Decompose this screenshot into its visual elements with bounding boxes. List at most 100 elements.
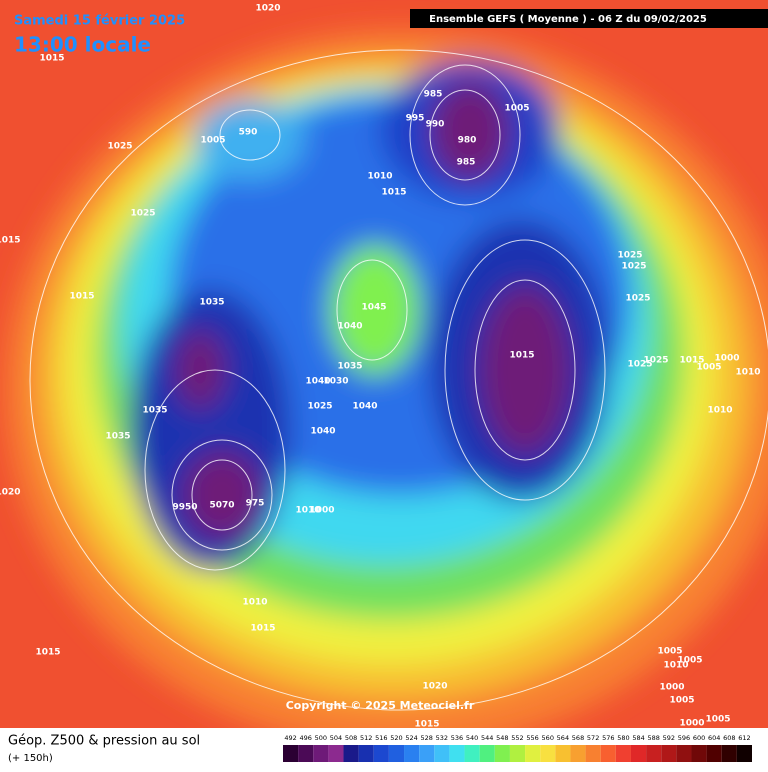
isobar-label: 1020	[422, 682, 447, 692]
colorbar-label: 512	[360, 734, 372, 742]
copyright: Copyright © 2025 Meteociel.fr	[286, 699, 475, 712]
colorbar-cell	[464, 745, 480, 762]
colorbar-cell	[555, 745, 571, 762]
colorbar-cell	[434, 745, 450, 762]
isobar-label: 1040	[337, 322, 362, 332]
field	[5, 30, 768, 750]
colorbar-label: 496	[299, 734, 311, 742]
isobar-label: 1005	[696, 363, 721, 373]
isobar-label: 1020	[255, 4, 280, 14]
isobar-label: 1025	[627, 360, 652, 370]
footer-title: Géop. Z500 & pression au sol	[8, 734, 200, 749]
colorbar-cell	[283, 745, 299, 762]
colorbar-label: 608	[723, 734, 735, 742]
isobar-label: 1005	[504, 104, 529, 114]
date: Samedi 15 février 2025	[14, 14, 185, 29]
isobar-label: 1005	[677, 656, 702, 666]
colorbar-label: 552	[511, 734, 523, 742]
colorbar-label: 520	[390, 734, 402, 742]
isobar-label: 1020	[0, 488, 21, 498]
isobar-label: 985	[457, 158, 476, 168]
colorbar-label: 492	[284, 734, 296, 742]
isobar-label: 1025	[621, 262, 646, 272]
time: 13:00 locale	[14, 33, 151, 57]
colorbar-label: 576	[602, 734, 614, 742]
isobar-label: 1040	[305, 377, 330, 387]
colorbar-cell	[721, 745, 737, 762]
colorbar-cell	[509, 745, 526, 762]
colorbar-cell	[570, 745, 586, 762]
isobar-label: 590	[239, 128, 258, 138]
isobar-label: 975	[246, 499, 265, 509]
isobar-label: 1015	[509, 351, 534, 361]
isobar-label: 1015	[35, 648, 60, 658]
colorbar-cell	[494, 745, 510, 762]
isobar-label: 995	[406, 114, 425, 124]
isobars	[29, 49, 768, 711]
isobar-label: 1035	[105, 432, 130, 442]
isobar-label: 1040	[310, 427, 335, 437]
colorbar: 492 496 500 504 508 512 516 520 524 528 532 536 540 5…	[283, 734, 752, 762]
colorbar-label: 588	[647, 734, 659, 742]
colorbar-cell	[479, 745, 495, 762]
colorbar-label: 584	[632, 734, 644, 742]
colorbar-label: 524	[405, 734, 417, 742]
colorbar-label: 548	[496, 734, 508, 742]
isobar-label: 1010	[707, 406, 732, 416]
isobar-label: 1035	[337, 362, 362, 372]
colorbar-cell	[419, 745, 435, 762]
colorbar-cell	[630, 745, 647, 762]
isobar-label: 1040	[352, 402, 377, 412]
colorbar-cell	[388, 745, 405, 762]
isobar-label: 1000	[679, 719, 704, 729]
isobar-label: 1015	[414, 720, 439, 730]
colorbar-label: 596	[678, 734, 690, 742]
isobar-label: 1035	[199, 298, 224, 308]
colorbar-label: 544	[481, 734, 493, 742]
colorbar-cell	[661, 745, 677, 762]
isobar-label: 985	[424, 90, 443, 100]
colorbar-cell	[525, 745, 541, 762]
colorbar-cell	[736, 745, 752, 762]
isobar-label: 1000	[714, 354, 739, 364]
isobar-label: 1025	[617, 251, 642, 261]
colorbar-label: 560	[542, 734, 554, 742]
isobar-label: 1015	[679, 356, 704, 366]
colorbar-cell	[676, 745, 692, 762]
isobar-label: 1000	[659, 683, 684, 693]
colorbar-cell	[449, 745, 465, 762]
colorbar-label: 568	[572, 734, 584, 742]
run-box	[410, 9, 768, 28]
colorbar-label: 572	[587, 734, 599, 742]
isobar-label: 1015	[0, 236, 21, 246]
isobar-label: 1015	[69, 292, 94, 302]
isobar-label: 9950	[172, 503, 197, 513]
isobar-label: 1035	[142, 406, 167, 416]
colorbar-cell	[706, 745, 722, 762]
colorbar-label: 508	[345, 734, 357, 742]
run-info: Ensemble GEFS ( Moyenne ) - 06 Z du 09/0…	[429, 14, 707, 25]
isobar-label: 1005	[200, 136, 225, 146]
isobar-label: 1015	[250, 624, 275, 634]
isobar-label: 1045	[361, 303, 386, 313]
colorbar-cell	[313, 745, 329, 762]
colorbar-cell	[298, 745, 314, 762]
isobar-label: 1000	[309, 506, 334, 516]
isobar-label: 1010	[735, 368, 760, 378]
isobar-label: 1010	[295, 506, 320, 516]
colorbar-cell	[404, 745, 420, 762]
colorbar-label: 600	[693, 734, 705, 742]
isobar-label: 1005	[705, 715, 730, 725]
colorbar-cell	[358, 745, 374, 762]
colorbar-label: 556	[526, 734, 538, 742]
isobar-label: 1025	[307, 402, 332, 412]
colorbar-label: 528	[421, 734, 433, 742]
colorbar-label: 612	[738, 734, 750, 742]
isobar-label: 1010	[663, 661, 688, 671]
colorbar-cell	[585, 745, 601, 762]
colorbar-cell	[328, 745, 344, 762]
colorbar-cell	[615, 745, 631, 762]
colorbar-cell	[343, 745, 359, 762]
isobar-label: 1015	[381, 188, 406, 198]
isobar-label: 1030	[323, 377, 348, 387]
